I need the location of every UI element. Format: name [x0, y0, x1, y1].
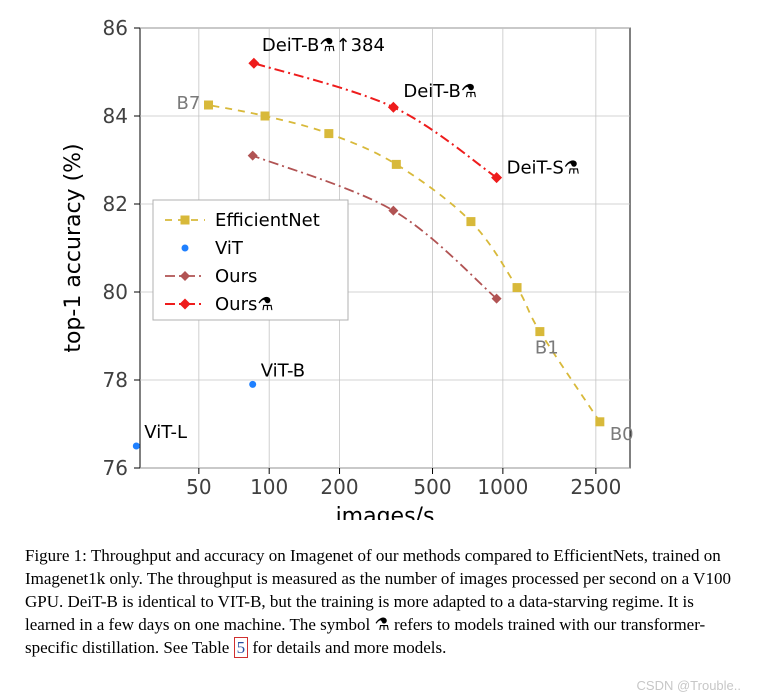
figure-caption: Figure 1: Throughput and accuracy on Ima… — [25, 545, 732, 660]
svg-text:78: 78 — [103, 368, 128, 392]
throughput-accuracy-chart: 76 78 80 82 84 86 50 100 200 500 1000 2500 top-1 acc… — [25, 0, 665, 520]
svg-text:86: 86 — [103, 16, 128, 40]
svg-text:1000: 1000 — [477, 475, 528, 499]
csdn-watermark: CSDN @Trouble.. — [637, 678, 741, 693]
svg-text:100: 100 — [250, 475, 288, 499]
svg-text:76: 76 — [103, 456, 128, 480]
svg-text:ViT-L: ViT-L — [144, 422, 187, 443]
caption-body-2: for details and more models. — [248, 638, 446, 657]
svg-text:82: 82 — [103, 192, 128, 216]
svg-text:DeiT-B⚗↑384: DeiT-B⚗↑384 — [262, 35, 385, 56]
svg-text:EfficientNet: EfficientNet — [215, 210, 320, 231]
svg-text:84: 84 — [103, 104, 128, 128]
svg-text:B0: B0 — [610, 424, 634, 445]
svg-text:2500: 2500 — [570, 475, 621, 499]
svg-text:500: 500 — [413, 475, 451, 499]
svg-text:top-1 accuracy (%): top-1 accuracy (%) — [61, 143, 86, 352]
svg-text:B7: B7 — [177, 93, 201, 114]
figure-1-wrap: 76 78 80 82 84 86 50 100 200 500 1000 2500 top-1 acc… — [0, 0, 757, 697]
svg-text:ViT-B: ViT-B — [261, 360, 305, 381]
chart-container: 76 78 80 82 84 86 50 100 200 500 1000 2500 top-1 acc… — [25, 0, 665, 520]
svg-text:ViT: ViT — [215, 238, 244, 259]
svg-text:B1: B1 — [535, 338, 559, 359]
svg-text:200: 200 — [320, 475, 358, 499]
caption-prefix: Figure 1: — [25, 546, 91, 565]
svg-text:DeiT-S⚗: DeiT-S⚗ — [507, 158, 580, 179]
svg-text:images/s: images/s — [336, 504, 435, 520]
svg-text:80: 80 — [103, 280, 128, 304]
svg-text:DeiT-B⚗: DeiT-B⚗ — [403, 81, 477, 102]
legend: EfficientNet ViT Ours Ours⚗ — [153, 200, 348, 320]
svg-text:50: 50 — [186, 475, 211, 499]
table-5-ref[interactable]: 5 — [234, 637, 249, 658]
svg-text:Ours⚗: Ours⚗ — [215, 294, 274, 315]
svg-text:Ours: Ours — [215, 266, 257, 287]
